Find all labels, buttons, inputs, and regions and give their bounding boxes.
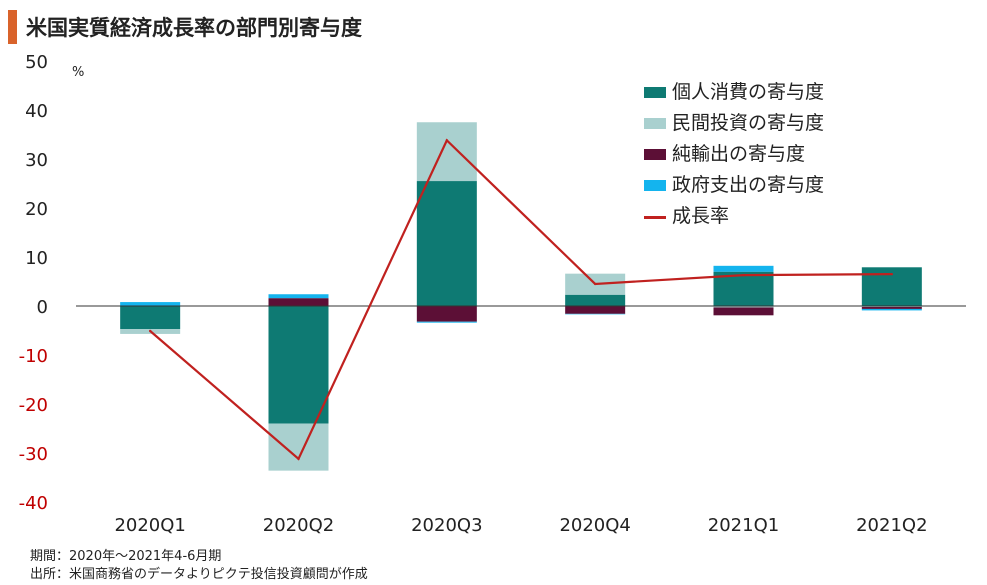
title-accent-bar <box>8 10 17 44</box>
bar-segment <box>861 308 922 311</box>
growth-rate-line <box>149 138 892 461</box>
y-tick-label: 30 <box>25 150 48 171</box>
bar-segment <box>268 298 329 306</box>
legend-label: 純輸出の寄与度 <box>672 143 806 165</box>
x-tick-label: 2021Q2 <box>856 515 927 536</box>
footnote-source: 出所：米国商務省のデータよりピクテ投信投資顧問が作成 <box>30 567 368 582</box>
y-tick-label: -30 <box>19 444 48 465</box>
footnote-period: 期間：2020年～2021年4-6月期 <box>30 549 222 564</box>
y-unit-label: % <box>72 65 84 80</box>
chart-title: 米国実質経済成長率の部門別寄与度 <box>26 16 362 40</box>
y-tick-label: 50 <box>25 52 48 73</box>
y-tick-label: 0 <box>37 297 48 318</box>
bar-segment <box>713 265 774 272</box>
x-tick-label: 2020Q1 <box>114 515 185 536</box>
y-tick-label: 20 <box>25 199 48 220</box>
legend-swatch <box>644 87 666 98</box>
growth-rate-point <box>445 139 449 142</box>
bar-segment <box>268 294 329 299</box>
bar-segment <box>120 302 181 306</box>
bar-segment <box>416 122 477 182</box>
growth-rate-point <box>890 272 894 276</box>
growth-rate-point <box>742 273 745 277</box>
bar-segment <box>565 306 626 314</box>
y-tick-label: 10 <box>25 248 48 269</box>
bar-segment <box>416 321 477 323</box>
growth-rate-point <box>593 282 597 286</box>
bar-segment <box>565 313 626 315</box>
bar-segment <box>416 181 477 306</box>
bar-segment <box>120 306 181 330</box>
legend-label: 民間投資の寄与度 <box>672 112 825 134</box>
legend-label: 政府支出の寄与度 <box>672 174 825 196</box>
legend-label: 個人消費の寄与度 <box>672 81 825 103</box>
x-tick-label: 2020Q4 <box>559 515 630 536</box>
bar-segment <box>565 294 626 306</box>
legend-swatch <box>644 149 666 160</box>
bar-segment <box>268 423 329 471</box>
bar-segment <box>416 306 477 322</box>
growth-rate-point <box>148 329 152 333</box>
y-tick-label: 40 <box>25 101 48 122</box>
bar-segment <box>861 306 922 309</box>
legend-line-swatch <box>644 216 666 219</box>
y-tick-label: -10 <box>19 346 48 367</box>
legend-swatch <box>644 180 666 191</box>
bar-segment <box>713 307 774 316</box>
x-tick-label: 2020Q3 <box>411 515 482 536</box>
legend-label: 成長率 <box>672 205 730 227</box>
legend-swatch <box>644 118 666 129</box>
y-tick-label: -20 <box>19 395 48 416</box>
x-tick-label: 2020Q2 <box>263 515 334 536</box>
growth-rate-point <box>297 457 300 461</box>
bar-segment <box>713 306 774 308</box>
bar-segment <box>268 306 329 424</box>
y-tick-label: -40 <box>19 493 48 514</box>
x-tick-label: 2021Q1 <box>708 515 779 536</box>
